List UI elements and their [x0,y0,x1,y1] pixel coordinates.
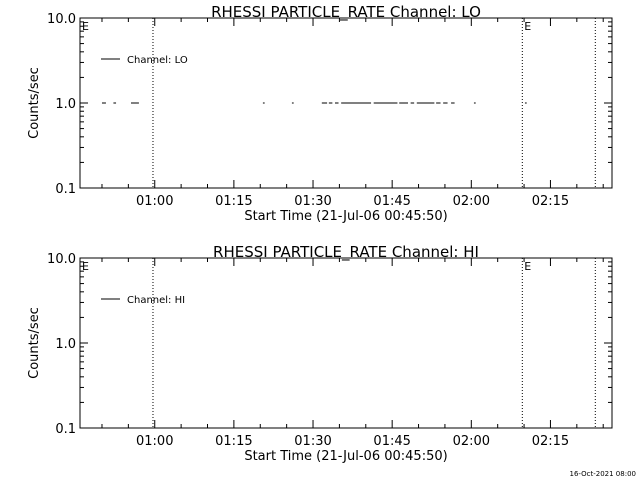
x-tick-label: 02:00 [453,194,490,209]
y-tick-label: 1.0 [55,337,76,352]
x-tick-label: 01:45 [373,434,410,449]
y-axis-title: Counts/sec [27,67,42,139]
x-axis-title: Start Time (21-Jul-06 00:45:50) [244,209,447,224]
legend-label: Channel: LO [127,55,188,66]
y-tick-label: 10.0 [47,252,76,267]
event-marker-label: E [524,20,531,33]
x-tick-label: 02:15 [532,194,569,209]
y-tick-label: 0.1 [55,182,76,197]
x-axis-title: Start Time (21-Jul-06 00:45:50) [244,449,447,464]
footer-timestamp: 16-Oct-2021 08:00 [570,470,636,478]
legend-label: Channel: HI [127,295,185,306]
x-tick-label: 02:00 [453,434,490,449]
x-tick-label: 02:15 [532,434,569,449]
y-tick-label: 10.0 [47,12,76,27]
y-tick-label: 0.1 [55,422,76,437]
x-tick-label: 01:00 [136,434,173,449]
x-tick-label: 01:00 [136,194,173,209]
chart-title: RHESSI PARTICLE_RATE Channel: LO [211,3,481,22]
corner-label: E [82,20,89,33]
x-tick-label: 01:15 [215,434,252,449]
x-tick-label: 01:30 [294,194,331,209]
panel-lo-channel: RHESSI PARTICLE_RATE Channel: LO 0.1 1.0 10… [27,3,613,224]
x-tick-label: 01:30 [294,434,331,449]
chart-title: RHESSI PARTICLE_RATE Channel: HI [213,243,479,262]
x-tick-label: 01:45 [373,194,410,209]
y-tick-label: 1.0 [55,97,76,112]
x-tick-label: 01:15 [215,194,252,209]
corner-label: E [82,260,89,273]
event-marker-label: E [524,260,531,273]
panel-hi-channel: RHESSI PARTICLE_RATE Channel: HI 0.1 1.0 10… [27,243,613,464]
plot-frame [79,257,613,429]
y-axis-title: Counts/sec [27,307,42,379]
